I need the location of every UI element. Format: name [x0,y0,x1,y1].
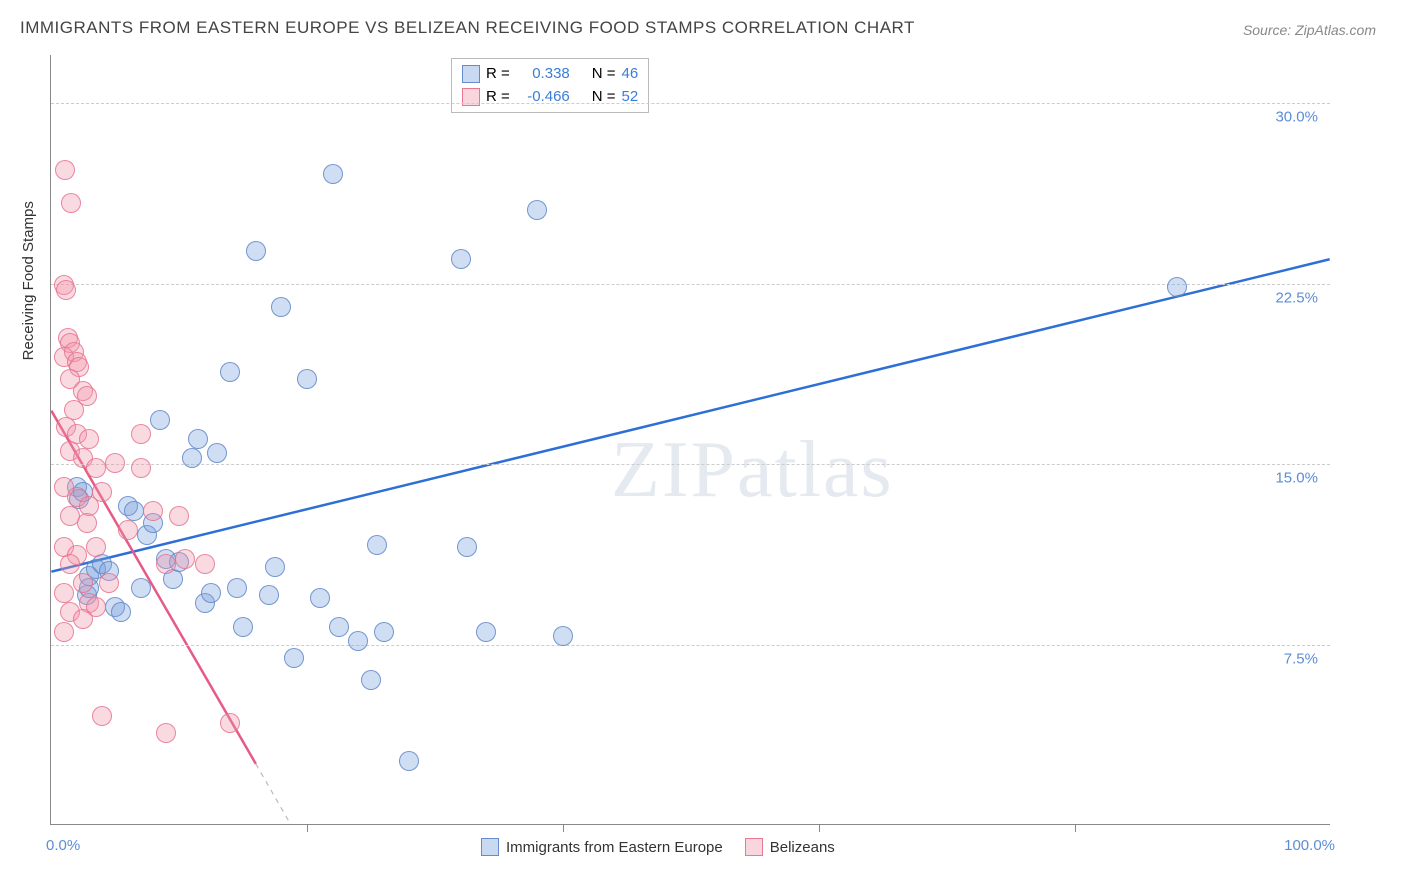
data-point-blue [233,617,253,637]
gridline-horizontal [51,645,1330,646]
legend-correlation-row: R = -0.466 N = 52 [462,86,638,109]
data-point-blue [131,578,151,598]
data-point-pink [220,713,240,733]
trendline-extension-pink [256,764,307,824]
data-point-blue [150,410,170,430]
data-point-blue [201,583,221,603]
legend-swatch-pink [745,838,763,856]
data-point-blue [271,297,291,317]
data-point-pink [92,482,112,502]
data-point-pink [54,583,74,603]
data-point-blue [457,537,477,557]
data-point-pink [118,520,138,540]
data-point-blue [361,670,381,690]
legend-r-label: R = [486,63,510,86]
data-point-pink [143,501,163,521]
legend-swatch-blue [481,838,499,856]
data-point-blue [259,585,279,605]
y-tick-label: 15.0% [1275,470,1318,487]
data-point-blue [220,362,240,382]
legend-r-value: 0.338 [516,63,570,86]
data-point-blue [265,557,285,577]
data-point-pink [156,554,176,574]
data-point-blue [284,648,304,668]
data-point-pink [73,573,93,593]
legend-series-item: Belizeans [745,838,835,856]
data-point-pink [156,723,176,743]
data-point-blue [111,602,131,622]
legend-n-label: N = [592,63,616,86]
data-point-pink [105,453,125,473]
gridline-horizontal [51,464,1330,465]
data-point-blue [451,249,471,269]
gridline-horizontal [51,103,1330,104]
data-point-pink [92,706,112,726]
legend-correlation-row: R = 0.338 N = 46 [462,63,638,86]
source-label: Source: ZipAtlas.com [1243,22,1376,38]
legend-series-item: Immigrants from Eastern Europe [481,838,723,856]
data-point-blue [207,443,227,463]
data-point-blue [374,622,394,642]
legend-correlation-box: R = 0.338 N = 46 R = -0.466 N = 52 [451,58,649,113]
data-point-pink [175,549,195,569]
data-point-blue [188,429,208,449]
data-point-pink [61,193,81,213]
data-point-blue [476,622,496,642]
data-point-pink [60,554,80,574]
data-point-blue [329,617,349,637]
legend-series: Immigrants from Eastern Europe Belizeans [481,838,835,856]
data-point-blue [323,164,343,184]
data-point-blue [399,751,419,771]
chart-title: IMMIGRANTS FROM EASTERN EUROPE VS BELIZE… [20,18,915,38]
legend-r-label: R = [486,86,510,109]
legend-n-value: 46 [622,63,639,86]
data-point-pink [77,386,97,406]
data-point-pink [56,280,76,300]
data-point-blue [124,501,144,521]
x-tick-label: 100.0% [1284,837,1335,854]
data-point-pink [131,424,151,444]
data-point-pink [55,160,75,180]
plot-area: ZIPatlas R =0.338N =46R =-0.466N =52 Imm… [50,55,1330,825]
y-tick-label: 30.0% [1275,109,1318,126]
data-point-pink [195,554,215,574]
data-point-blue [348,631,368,651]
legend-series-label: Immigrants from Eastern Europe [506,839,723,856]
y-tick-label: 22.5% [1275,289,1318,306]
data-point-pink [99,573,119,593]
data-point-blue [527,200,547,220]
data-point-pink [131,458,151,478]
y-axis-title: Receiving Food Stamps [20,201,37,360]
legend-series-label: Belizeans [770,839,835,856]
watermark: ZIPatlas [611,425,894,516]
data-point-pink [79,429,99,449]
trendline-blue [51,259,1329,571]
data-point-blue [297,369,317,389]
data-point-pink [86,458,106,478]
trend-lines [51,55,1330,824]
data-point-blue [182,448,202,468]
x-tick-label: 0.0% [46,837,80,854]
data-point-pink [86,597,106,617]
data-point-pink [86,537,106,557]
data-point-blue [367,535,387,555]
y-tick-label: 7.5% [1284,650,1318,667]
data-point-blue [1167,277,1187,297]
x-tick [1075,824,1076,832]
data-point-pink [77,513,97,533]
x-tick [563,824,564,832]
data-point-blue [310,588,330,608]
gridline-horizontal [51,284,1330,285]
x-tick [307,824,308,832]
data-point-blue [553,626,573,646]
data-point-blue [246,241,266,261]
x-tick [819,824,820,832]
data-point-pink [54,622,74,642]
data-point-blue [227,578,247,598]
legend-n-label: N = [592,86,616,109]
data-point-pink [169,506,189,526]
legend-r-value: -0.466 [516,86,570,109]
legend-swatch-blue [462,65,480,83]
legend-n-value: 52 [622,86,639,109]
